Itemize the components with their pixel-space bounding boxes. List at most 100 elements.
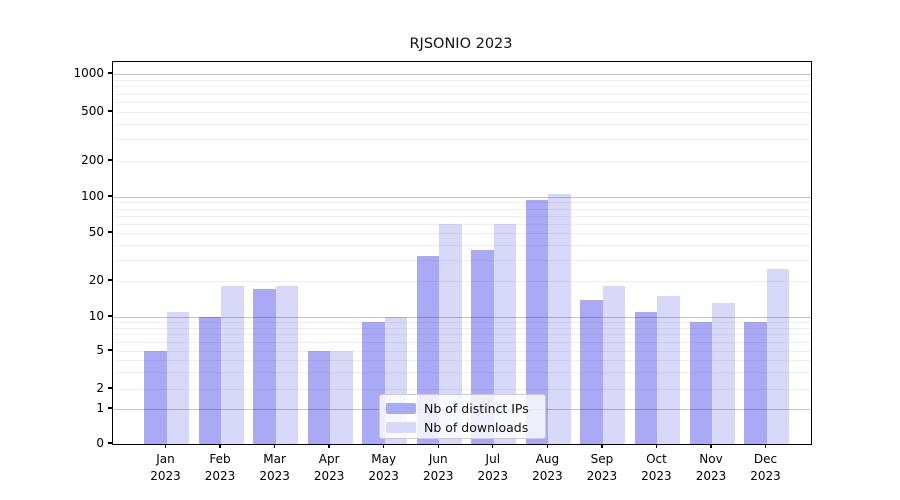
y-tick-label: 0	[96, 436, 104, 450]
gridline-minor	[113, 322, 811, 324]
y-tick-label: 1000	[73, 66, 104, 80]
y-tick-mark	[108, 159, 112, 161]
legend: Nb of distinct IPs Nb of downloads	[379, 394, 546, 439]
y-tick-mark	[108, 279, 112, 281]
y-tick-label: 1	[96, 401, 104, 415]
gridline-minor	[113, 123, 811, 125]
x-tick-label: Jun 2023	[422, 452, 454, 483]
x-tick-mark	[328, 444, 330, 448]
gridline-minor	[113, 112, 811, 113]
gridline-major	[113, 197, 811, 198]
x-tick-mark	[546, 444, 549, 448]
bar-downloads-sep	[602, 286, 626, 444]
gridline-minor	[113, 372, 811, 374]
x-tick-mark	[273, 444, 276, 448]
chart-title: RJSONIO 2023	[409, 36, 513, 52]
y-tick-label: 20	[88, 273, 104, 287]
x-tick-mark	[219, 444, 221, 448]
gridline-major	[113, 74, 811, 75]
y-tick-mark	[108, 349, 112, 351]
gridline-minor	[113, 79, 811, 81]
gridline-minor	[113, 342, 811, 344]
legend-item-downloads: Nb of downloads	[386, 418, 539, 436]
gridline-minor	[113, 202, 811, 204]
legend-swatch-downloads	[386, 421, 416, 433]
x-tick-label: Feb 2023	[204, 452, 236, 483]
gridline-minor	[113, 244, 811, 246]
x-tick-label: Oct 2023	[641, 452, 672, 483]
gridline-minor	[113, 259, 811, 261]
y-tick-label: 50	[88, 225, 104, 239]
x-tick-mark	[437, 444, 439, 448]
bar-downloads-jun	[439, 223, 462, 444]
x-tick-label: Jan 2023	[150, 452, 181, 483]
x-tick-mark	[383, 444, 385, 448]
legend-item-distinct-ips: Nb of distinct IPs	[386, 399, 539, 417]
legend-label: Nb of downloads	[424, 419, 529, 435]
y-tick-mark	[108, 407, 112, 409]
x-tick-mark	[601, 444, 603, 448]
y-tick-label: 10	[88, 309, 104, 323]
y-tick-label: 2	[96, 381, 104, 395]
bar-distinct-ips-nov	[689, 322, 712, 444]
plot-area	[112, 61, 812, 445]
bar-distinct-ips-mar	[253, 289, 276, 444]
x-tick-label: Mar 2023	[259, 452, 290, 483]
bar-downloads-jul	[493, 223, 517, 444]
bar-distinct-ips-jan	[144, 351, 167, 444]
gridline-minor	[113, 215, 811, 217]
gridline-major	[113, 317, 811, 318]
bar-downloads-dec	[766, 269, 790, 444]
gridline-minor	[113, 102, 811, 103]
bar-downloads-feb	[221, 286, 244, 444]
y-tick-label: 5	[96, 343, 104, 357]
bar-downloads-apr	[330, 351, 353, 444]
gridline-minor	[113, 327, 811, 329]
bar-downloads-oct	[657, 295, 680, 444]
y-tick-mark	[108, 195, 112, 197]
bar-distinct-ips-oct	[634, 312, 658, 444]
y-tick-mark	[108, 110, 112, 112]
gridline-minor	[113, 360, 811, 362]
x-tick-mark	[764, 444, 767, 448]
legend-swatch-distinct-ips	[386, 402, 416, 414]
bar-distinct-ips-apr	[307, 351, 331, 444]
bar-downloads-nov	[712, 303, 735, 444]
gridline-minor	[113, 93, 811, 95]
bar-downloads-jan	[166, 312, 189, 444]
gridline-minor	[113, 139, 811, 141]
gridline-minor	[113, 351, 811, 352]
gridline-minor	[113, 223, 811, 225]
y-tick-mark	[108, 231, 112, 233]
x-tick-mark	[164, 444, 167, 448]
gridline-minor	[113, 161, 811, 162]
y-tick-mark	[108, 72, 112, 74]
gridline-minor	[113, 233, 811, 234]
x-tick-label: Nov 2023	[695, 452, 727, 483]
gridline-minor	[113, 86, 811, 88]
x-tick-label: Aug 2023	[532, 452, 563, 483]
gridline-minor	[113, 208, 811, 210]
y-tick-label: 500	[81, 104, 104, 118]
bar-distinct-ips-aug	[525, 199, 549, 444]
bar-distinct-ips-dec	[744, 322, 767, 444]
gridline-minor	[113, 334, 811, 336]
y-tick-mark	[108, 387, 112, 389]
legend-label: Nb of distinct IPs	[424, 400, 529, 416]
y-tick-label: 100	[81, 189, 104, 203]
y-tick-mark	[108, 442, 112, 444]
bar-downloads-aug	[548, 194, 571, 444]
x-tick-mark	[492, 444, 494, 448]
x-tick-label: May 2023	[368, 452, 399, 483]
x-tick-label: Apr 2023	[313, 452, 345, 483]
gridlines-layer	[113, 62, 811, 444]
y-tick-mark	[108, 315, 112, 317]
x-tick-label: Dec 2023	[750, 452, 781, 483]
bar-downloads-mar	[275, 286, 299, 444]
x-tick-mark	[655, 444, 658, 448]
gridline-minor	[113, 281, 811, 282]
bar-distinct-ips-feb	[198, 317, 222, 444]
y-tick-label: 200	[81, 153, 104, 167]
x-tick-label: Sep 2023	[586, 452, 618, 483]
